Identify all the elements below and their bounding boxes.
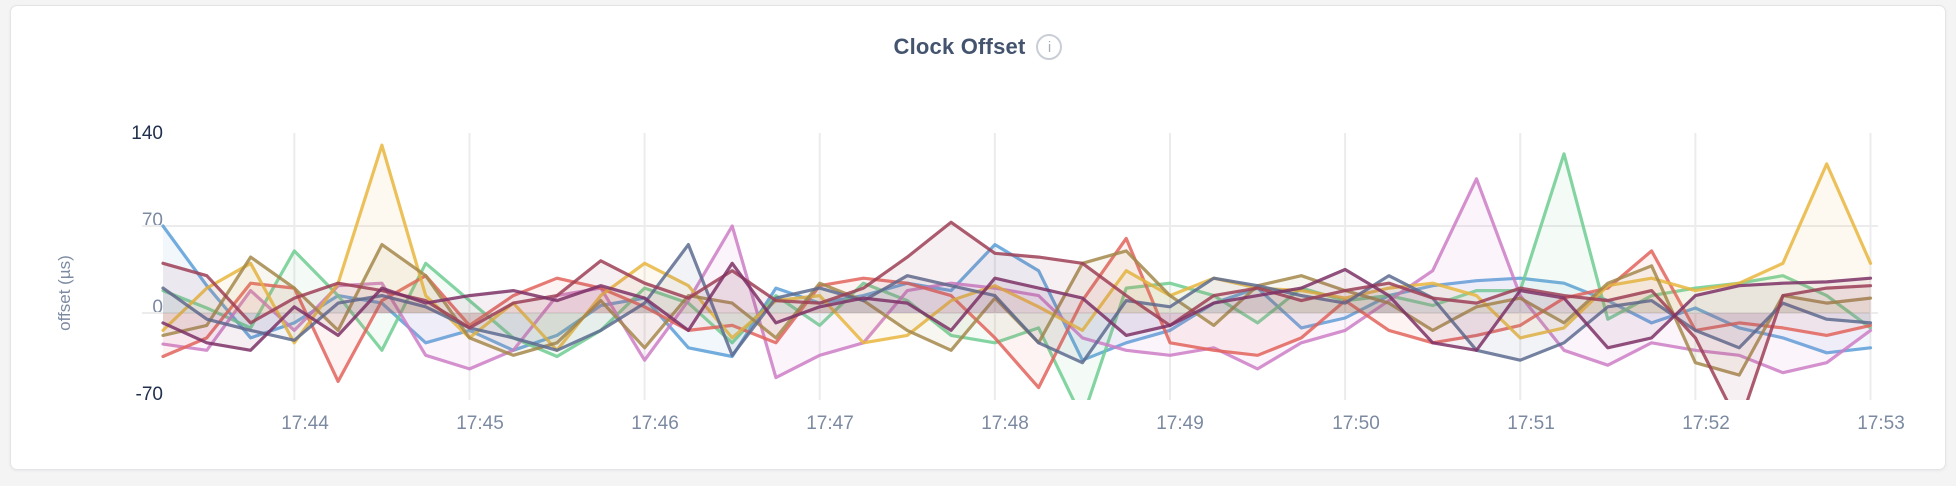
series-green-line: [161, 152, 1873, 400]
y-tick-0: 0: [152, 297, 163, 318]
y-tick-140: 140: [131, 123, 163, 144]
y-tick-neg70: -70: [135, 384, 163, 405]
x-tick-1749: 17:49: [1156, 413, 1204, 434]
x-tick-1747: 17:47: [806, 413, 854, 434]
clock-offset-card: Clock Offset i offset (µs) 140 70 0 -70 …: [10, 5, 1946, 470]
x-tick-1753: 17:53: [1857, 413, 1905, 434]
series-orchid-line: [161, 177, 1873, 380]
chart-title: Clock Offset: [893, 34, 1026, 59]
x-tick-1750: 17:50: [1332, 413, 1380, 434]
x-tick-1746: 17:46: [631, 413, 679, 434]
x-tick-1752: 17:52: [1682, 413, 1730, 434]
series-red-area: [163, 238, 1871, 388]
x-tick-1751: 17:51: [1507, 413, 1555, 434]
x-tick-1745: 17:45: [456, 413, 504, 434]
series-maroon-line: [161, 220, 1873, 400]
series-purple-line: [161, 261, 1873, 352]
series-slate-area: [163, 244, 1871, 363]
x-tick-1744: 17:44: [281, 413, 329, 434]
series-purple-area: [163, 263, 1871, 351]
chart-header: Clock Offset i: [11, 34, 1945, 60]
series-green-area: [163, 153, 1871, 400]
series-maroon-area: [163, 222, 1871, 400]
x-tick-1748: 17:48: [981, 413, 1029, 434]
info-icon-glyph: i: [1047, 38, 1052, 56]
series-olive-area: [163, 244, 1871, 376]
info-icon[interactable]: i: [1036, 34, 1063, 60]
